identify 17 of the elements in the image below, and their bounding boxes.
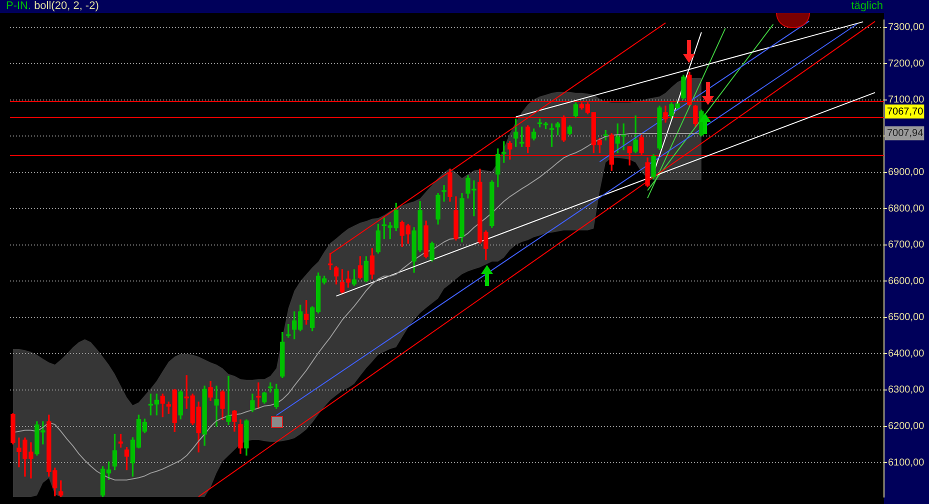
- text: täglich: [851, 0, 883, 13]
- chart-subtitle: boll(20, 2, -2): [34, 0, 99, 12]
- y-tick-label: 6100,00: [888, 457, 925, 468]
- y-tick-label: 6800,00: [888, 203, 925, 214]
- y-tick-label: 7100,00: [888, 94, 925, 106]
- y-tick-label: 7200,00: [888, 58, 925, 70]
- y-tick-label: 6200,00: [888, 421, 925, 432]
- y-tick-label: 6700,00: [888, 240, 925, 251]
- annotation: 7067,70: [887, 106, 924, 118]
- chart-title: P-IN.: [6, 0, 32, 12]
- y-tick-label: 6500,00: [888, 312, 925, 324]
- y-tick-label: 6300,00: [888, 384, 925, 396]
- y-tick-label: 6400,00: [888, 348, 925, 360]
- y-tick-label: 6600,00: [888, 276, 925, 287]
- annotation: 7007,94: [887, 128, 924, 139]
- y-tick-label: 6900,00: [888, 167, 925, 178]
- y-tick-label: 7300,00: [888, 22, 925, 34]
